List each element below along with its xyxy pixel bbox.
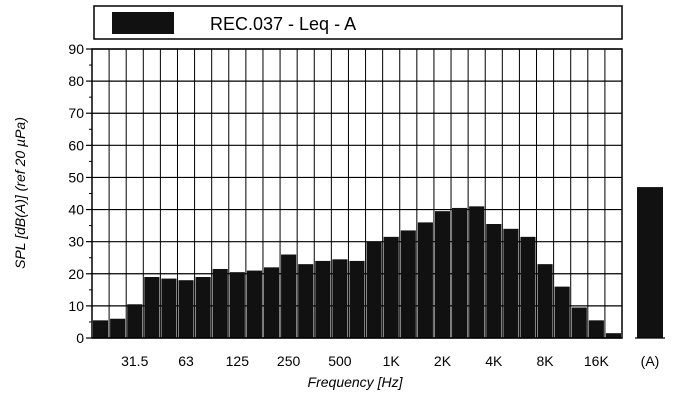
bar-4K xyxy=(486,224,502,338)
bar-800 xyxy=(366,241,382,338)
bar-160 xyxy=(246,270,262,338)
y-tick-label: 30 xyxy=(68,234,84,250)
y-tick-label: 70 xyxy=(68,105,84,121)
x-tick-label: 250 xyxy=(277,353,301,369)
bar-2.5K xyxy=(452,207,468,338)
bar-1K xyxy=(383,236,399,338)
x-tick-label: 125 xyxy=(226,353,250,369)
bar-25 xyxy=(110,318,126,338)
y-axis-ticks: 0 10 20 30 40 50 60 70 80 90 xyxy=(68,41,92,346)
y-axis-label: SPL [dB(A)] (ref 20 µPa) xyxy=(12,117,28,269)
x-axis-label: Frequency [Hz] xyxy=(308,374,404,390)
y-tick-label: 50 xyxy=(68,169,84,185)
overall-level: (A) xyxy=(635,187,665,369)
x-tick-label: 500 xyxy=(328,353,352,369)
bar-31.5 xyxy=(127,304,143,338)
bar-16K xyxy=(588,320,604,338)
bar-1.25K xyxy=(400,230,416,338)
bar-10K xyxy=(554,286,570,338)
legend-swatch xyxy=(112,12,174,34)
bar-20K xyxy=(605,333,621,338)
bar-50 xyxy=(161,278,177,338)
bar-5K xyxy=(503,228,519,338)
bar-12.5K xyxy=(571,307,587,338)
plot-frame xyxy=(91,48,623,339)
y-tick-label: 90 xyxy=(68,41,84,57)
y-tick-label: 80 xyxy=(68,73,84,89)
x-tick-label: 31.5 xyxy=(121,353,148,369)
x-tick-label: 8K xyxy=(537,353,555,369)
bar-250 xyxy=(281,254,297,338)
x-tick-label: 63 xyxy=(178,353,194,369)
bar-400 xyxy=(315,260,331,338)
bar-63 xyxy=(178,280,194,338)
x-axis-ticks: 31.5 63 125 250 500 1K 2K 4K 8K 16K xyxy=(121,353,609,369)
x-tick-label: 2K xyxy=(434,353,452,369)
x-tick-label: 1K xyxy=(383,353,401,369)
bar-630 xyxy=(349,260,365,338)
y-tick-label: 60 xyxy=(68,137,84,153)
bar-3.15K xyxy=(469,206,485,338)
y-tick-label: 20 xyxy=(68,266,84,282)
bar-1.6K xyxy=(417,222,433,338)
y-tick-label: 40 xyxy=(68,202,84,218)
bar-125 xyxy=(229,272,245,338)
overall-bar xyxy=(637,187,663,338)
x-tick-label: 16K xyxy=(584,353,610,369)
y-tick-label: 10 xyxy=(68,298,84,314)
bar-20 xyxy=(93,320,109,338)
bars xyxy=(93,206,621,338)
bar-200 xyxy=(263,267,280,338)
y-tick-label: 0 xyxy=(76,330,84,346)
overall-label: (A) xyxy=(641,353,660,369)
chart-title: REC.037 - Leq - A xyxy=(210,14,356,34)
bar-500 xyxy=(332,259,348,338)
bar-100 xyxy=(212,268,228,338)
legend-box xyxy=(93,5,623,40)
bar-6.3K xyxy=(520,236,536,338)
bar-8K xyxy=(537,264,553,338)
bar-2K xyxy=(434,211,451,338)
bar-315 xyxy=(298,264,314,338)
x-tick-label: 4K xyxy=(485,353,503,369)
bar-80 xyxy=(195,276,211,338)
bar-40 xyxy=(144,276,160,338)
